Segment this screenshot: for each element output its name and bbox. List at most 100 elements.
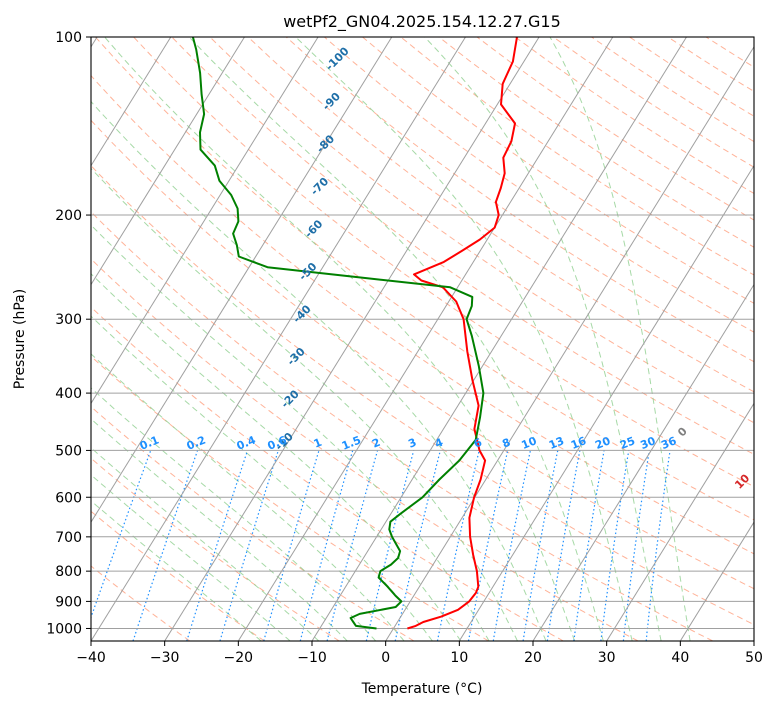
mixing-ratio-label: 6	[472, 436, 484, 451]
mixing-ratio-line	[186, 450, 249, 641]
dry-adiabat-line	[247, 37, 754, 393]
isotherm-line	[91, 37, 466, 641]
mixing-ratio-line	[219, 450, 279, 641]
dry-adiabat-label: -90	[320, 90, 343, 113]
y-axis: 100 200 300 400 500 600 700 800 900 1000	[46, 30, 91, 637]
dry-adiabat-line	[438, 37, 754, 248]
mixing-ratio-line	[522, 450, 559, 641]
moist-adiabat-line	[295, 37, 633, 641]
moist-adiabat-line	[549, 37, 691, 641]
dry-adiabat-line	[91, 119, 754, 590]
mixing-ratio-line	[622, 450, 650, 641]
x-axis: −40 −30 −20 −10 0 10 20 30 40 50	[76, 641, 763, 666]
dry-adiabat-label: -80	[314, 132, 337, 155]
mixing-ratio-label: 16	[569, 434, 588, 452]
mixing-ratio-line	[326, 450, 379, 641]
dry-adiabat-line	[553, 37, 754, 168]
x-tick-label: 50	[745, 650, 763, 666]
dry-adiabat-line	[91, 211, 713, 641]
y-tick-label: 600	[55, 490, 82, 506]
dry-adiabat-line	[705, 37, 754, 68]
dry-adiabat-line	[91, 306, 564, 641]
x-tick-label: −30	[150, 650, 180, 666]
dry-adiabat-label: -70	[308, 175, 331, 198]
dewpoint-profile	[191, 37, 485, 630]
mixing-ratio-label: 13	[547, 434, 566, 452]
moist-adiabat-line	[91, 474, 291, 641]
y-tick-label: 400	[55, 386, 82, 402]
dry-adiabat-line	[133, 37, 754, 488]
moist-adiabat-line	[91, 167, 518, 641]
mixing-ratio-line	[492, 450, 531, 641]
chart-title: wetPf2_GN04.2025.154.12.27.G15	[283, 12, 561, 32]
y-axis-label: Pressure (hPa)	[12, 289, 28, 389]
isotherm-line	[91, 37, 245, 286]
moist-adiabat-line	[91, 387, 377, 641]
x-tick-label: −10	[297, 650, 327, 666]
mixing-ratio-label: 1	[312, 436, 324, 451]
dry-adiabat-line	[591, 37, 754, 143]
mixing-ratio-line	[645, 450, 671, 641]
mixing-ratio-line	[263, 450, 320, 641]
x-tick-label: −20	[224, 650, 254, 666]
isotherm-line	[606, 402, 754, 641]
isotherm-line	[91, 37, 319, 405]
dry-adiabat-line	[91, 457, 340, 641]
moist-adiabat-line	[424, 37, 662, 641]
dry-adiabat-label: -60	[302, 217, 325, 240]
x-tick-label: 40	[671, 650, 689, 666]
isotherm-line	[311, 37, 687, 641]
dry-adiabat-line	[476, 37, 754, 221]
x-tick-label: 30	[598, 650, 616, 666]
dry-adiabat-label: -40	[290, 302, 313, 325]
mixing-ratio-label: 4	[433, 436, 445, 451]
moist-adiabat-line	[91, 315, 433, 641]
dry-adiabat-line	[171, 37, 754, 455]
moist-adiabat-line	[91, 224, 490, 641]
plot-frame	[90, 36, 755, 642]
background-lines	[91, 37, 754, 641]
temperature-profile	[407, 37, 518, 630]
dry-adiabat-line	[667, 37, 754, 92]
moist-adiabat-line	[91, 447, 320, 641]
mixing-ratio-line	[546, 450, 581, 641]
mixing-ratio-label: 8	[500, 436, 512, 451]
isotherm-line	[164, 37, 540, 641]
moist-adiabat-line	[104, 37, 576, 641]
isotherm-line	[237, 37, 614, 641]
x-tick-label: −40	[76, 650, 106, 666]
dry-adiabat-label: -20	[279, 387, 302, 410]
mixing-ratio-label: 3	[406, 436, 418, 451]
mixing-ratio-line	[365, 450, 415, 641]
isotherm-line	[385, 45, 754, 641]
mixing-ratio-line	[436, 450, 480, 641]
isotherm-line	[532, 283, 754, 641]
x-tick-label: 0	[381, 650, 390, 666]
isotherm-line	[753, 640, 754, 641]
dry-adiabat-label: 10	[732, 471, 752, 491]
dry-adiabat-line	[91, 258, 639, 641]
y-tick-label: 900	[55, 594, 82, 610]
y-tick-label: 200	[55, 208, 82, 224]
y-tick-label: 500	[55, 443, 82, 459]
dry-adiabat-label: 0	[675, 424, 690, 439]
dry-adiabat-line	[91, 355, 489, 641]
mixing-ratio-line	[573, 450, 605, 641]
x-tick-label: 20	[524, 650, 542, 666]
grid-lines	[91, 37, 754, 641]
y-tick-label: 800	[55, 564, 82, 580]
moist-adiabat-line	[91, 273, 462, 641]
dry-adiabat-line	[91, 510, 265, 641]
dry-adiabat-line	[362, 37, 754, 304]
isotherm-line	[458, 164, 754, 641]
mixing-ratio-line	[600, 450, 630, 641]
mixing-ratio-line	[299, 450, 354, 641]
dry-adiabat-line	[285, 37, 754, 363]
moist-adiabat-line	[91, 100, 547, 641]
moist-adiabat-line	[188, 37, 604, 641]
isotherm-line	[91, 37, 172, 167]
x-axis-label: Temperature (°C)	[361, 681, 483, 697]
moist-adiabat-line	[91, 418, 348, 641]
